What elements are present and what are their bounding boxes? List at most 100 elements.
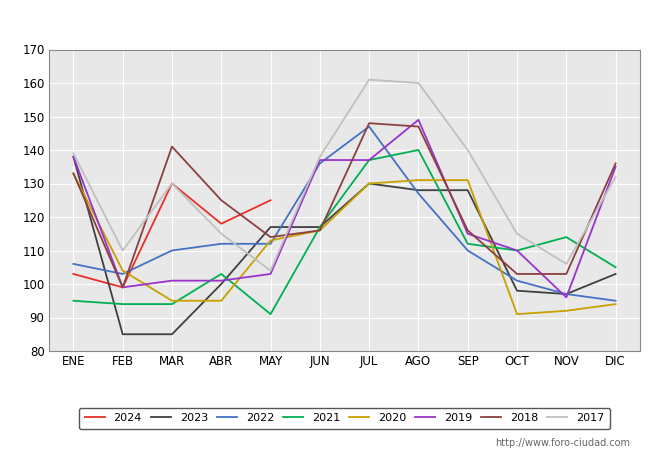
2018 (119, 285, 127, 290)
Line: 2018: 2018 (73, 123, 616, 288)
2023 (513, 288, 521, 293)
Line: 2019: 2019 (73, 120, 616, 297)
2019 (316, 158, 324, 163)
2018 (464, 228, 472, 233)
2021 (316, 225, 324, 230)
2018 (562, 271, 570, 277)
2023 (316, 225, 324, 230)
2019 (612, 164, 619, 170)
2020 (266, 238, 274, 243)
Text: http://www.foro-ciudad.com: http://www.foro-ciudad.com (495, 438, 630, 448)
2023 (365, 181, 373, 186)
2019 (415, 117, 422, 122)
2019 (70, 154, 77, 159)
2020 (562, 308, 570, 314)
Legend: 2024, 2023, 2022, 2021, 2020, 2019, 2018, 2017: 2024, 2023, 2022, 2021, 2020, 2019, 2018… (79, 408, 610, 429)
2021 (464, 241, 472, 247)
2017 (70, 151, 77, 156)
2023 (464, 188, 472, 193)
2017 (217, 231, 225, 236)
2020 (217, 298, 225, 303)
2023 (168, 332, 176, 337)
2018 (612, 161, 619, 166)
2021 (415, 147, 422, 153)
2022 (266, 241, 274, 247)
2020 (612, 302, 619, 307)
2022 (217, 241, 225, 247)
2018 (316, 228, 324, 233)
2017 (266, 268, 274, 273)
2020 (119, 268, 127, 273)
2019 (464, 231, 472, 236)
2017 (119, 248, 127, 253)
2023 (562, 291, 570, 297)
2023 (119, 332, 127, 337)
2018 (70, 171, 77, 176)
2019 (168, 278, 176, 284)
2024 (70, 271, 77, 277)
2023 (415, 188, 422, 193)
2020 (464, 177, 472, 183)
2019 (562, 295, 570, 300)
2021 (119, 302, 127, 307)
2020 (365, 181, 373, 186)
2017 (464, 147, 472, 153)
2022 (70, 261, 77, 266)
2021 (513, 248, 521, 253)
2018 (266, 234, 274, 240)
2021 (365, 158, 373, 163)
2017 (168, 181, 176, 186)
2020 (316, 228, 324, 233)
2024 (217, 221, 225, 226)
Line: 2023: 2023 (73, 157, 616, 334)
2021 (562, 234, 570, 240)
2018 (217, 198, 225, 203)
2023 (612, 271, 619, 277)
2017 (415, 80, 422, 86)
2021 (612, 265, 619, 270)
2022 (562, 291, 570, 297)
2022 (464, 248, 472, 253)
2021 (70, 298, 77, 303)
2022 (612, 298, 619, 303)
2024 (168, 181, 176, 186)
2017 (562, 261, 570, 266)
2019 (513, 248, 521, 253)
Line: 2017: 2017 (73, 80, 616, 270)
Line: 2024: 2024 (73, 184, 270, 288)
2020 (513, 311, 521, 317)
Text: Afiliados en Arnes a 31/5/2024: Afiliados en Arnes a 31/5/2024 (198, 8, 452, 26)
Line: 2022: 2022 (73, 126, 616, 301)
Line: 2021: 2021 (73, 150, 616, 314)
2024 (266, 198, 274, 203)
2017 (365, 77, 373, 82)
2022 (316, 161, 324, 166)
2019 (119, 285, 127, 290)
2019 (365, 158, 373, 163)
2022 (119, 271, 127, 277)
2022 (513, 278, 521, 284)
2019 (266, 271, 274, 277)
2019 (217, 278, 225, 284)
2021 (168, 302, 176, 307)
2023 (217, 281, 225, 287)
2023 (70, 154, 77, 159)
2023 (266, 225, 274, 230)
2017 (612, 174, 619, 180)
2022 (168, 248, 176, 253)
2020 (168, 298, 176, 303)
2020 (70, 171, 77, 176)
2018 (513, 271, 521, 277)
2018 (365, 121, 373, 126)
2022 (415, 191, 422, 196)
Line: 2020: 2020 (73, 173, 616, 314)
2022 (365, 124, 373, 129)
2017 (513, 231, 521, 236)
2018 (415, 124, 422, 129)
2018 (168, 144, 176, 149)
2024 (119, 285, 127, 290)
2017 (316, 154, 324, 159)
2020 (415, 177, 422, 183)
2021 (266, 311, 274, 317)
2021 (217, 271, 225, 277)
